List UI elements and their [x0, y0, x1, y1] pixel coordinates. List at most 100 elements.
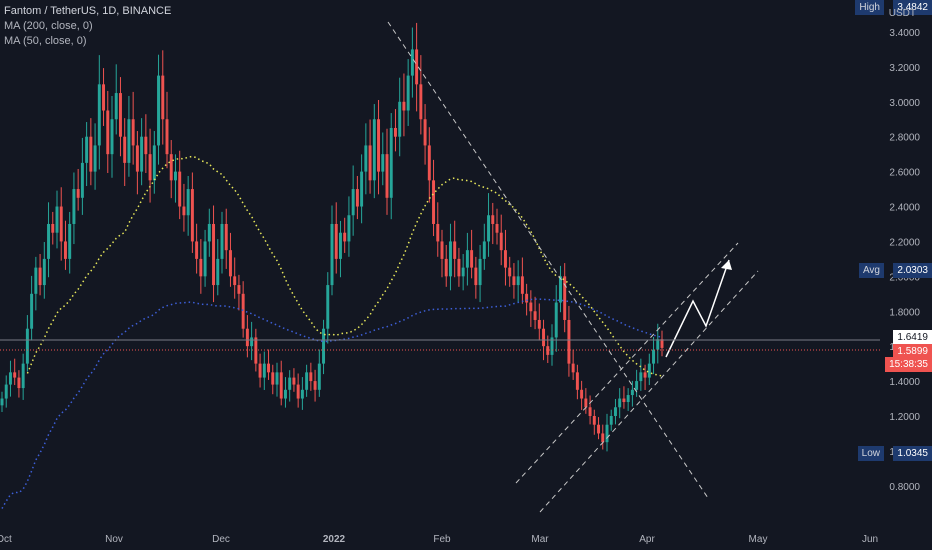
candle-body — [326, 285, 330, 329]
candle-body — [550, 337, 554, 355]
y-tick-label: 2.2000 — [889, 237, 920, 248]
descending-trendline — [387, 21, 709, 499]
candle-body — [427, 145, 431, 181]
candle-body — [474, 267, 478, 286]
x-tick-label: May — [749, 534, 768, 545]
x-tick-label: Apr — [639, 534, 655, 545]
candle-body — [436, 223, 440, 242]
candle-body — [89, 136, 93, 172]
candle-body — [613, 407, 617, 416]
candle-body — [25, 328, 29, 364]
ma200-legend[interactable]: MA (200, close, 0) — [4, 20, 93, 32]
candle-body — [448, 241, 452, 277]
y-tick-label: 3.2000 — [889, 63, 920, 74]
candle-body — [8, 372, 12, 385]
low-label-tag: Low — [857, 446, 884, 461]
candle-body — [351, 189, 355, 216]
candle-body — [533, 311, 537, 320]
candle-body — [42, 258, 46, 286]
candle-body — [85, 136, 89, 163]
candle-body — [444, 258, 448, 277]
candle-body — [102, 84, 106, 111]
candle-body — [580, 389, 584, 399]
candle-body — [21, 363, 25, 389]
candle-body — [546, 346, 550, 355]
ma50-legend[interactable]: MA (50, close, 0) — [4, 35, 87, 47]
x-tick-label: Jun — [862, 534, 878, 545]
candle-body — [495, 223, 499, 233]
candle-body — [355, 189, 359, 207]
currency-unit: USDT — [888, 8, 916, 19]
candle-body — [512, 276, 516, 286]
candle-body — [55, 206, 59, 233]
candle-body — [372, 119, 376, 181]
candle-body — [571, 363, 575, 373]
x-tick-label: Feb — [433, 534, 451, 545]
candle-body — [406, 75, 410, 111]
y-tick-label: 0.8000 — [889, 482, 920, 493]
candle-body — [330, 223, 334, 286]
candle-body — [516, 276, 520, 286]
candle-body — [17, 377, 21, 389]
avg-label-tag: Avg — [858, 263, 884, 278]
candle-body — [478, 258, 482, 286]
y-tick-label: 2.8000 — [889, 133, 920, 144]
current-price-tag: 1.5899 — [893, 344, 932, 359]
channel-lower-line — [539, 270, 759, 513]
high-value-tag: 3.4842 — [893, 0, 932, 15]
last-close-tag: 1.6419 — [893, 330, 932, 345]
candle-body — [157, 75, 161, 146]
candle-body — [279, 372, 283, 399]
candle-body — [97, 84, 101, 146]
candle-body — [622, 398, 626, 403]
candle-body — [525, 293, 529, 303]
trend-drawings[interactable] — [387, 21, 759, 513]
candle-body — [271, 372, 275, 385]
price-lines — [0, 339, 880, 351]
symbol-title[interactable]: Fantom / TetherUS, 1D, BINANCE — [4, 5, 172, 17]
candle-body — [567, 319, 571, 364]
candle-body — [216, 258, 220, 286]
candle-body — [72, 189, 76, 224]
candle-body — [63, 241, 67, 259]
projection-arrowhead — [721, 260, 732, 270]
candle-body — [309, 372, 313, 382]
candle-body — [601, 433, 605, 443]
candle-body — [630, 389, 634, 396]
candle-body — [487, 215, 491, 242]
candle-body — [30, 293, 34, 329]
candle-body — [647, 363, 651, 378]
x-tick-label: 2022 — [323, 534, 346, 545]
candle-body — [76, 189, 80, 198]
candle-body — [440, 241, 444, 259]
candle-body — [385, 154, 389, 198]
candle-body — [618, 398, 622, 408]
candle-body — [169, 154, 173, 181]
candle-body — [529, 302, 533, 312]
candle-body — [241, 293, 245, 329]
candle-body — [228, 250, 232, 277]
candle-body — [38, 267, 42, 286]
price-axis[interactable]: 0.80001.00001.20001.40001.60001.80002.00… — [889, 28, 920, 493]
candle-body — [499, 232, 503, 251]
candle-body — [173, 171, 177, 181]
candle-body — [482, 241, 486, 259]
candle-body — [283, 389, 287, 399]
time-axis[interactable]: Oct Nov Dec 2022 Feb Mar Apr May Jun — [0, 534, 878, 545]
candle-body — [258, 363, 262, 378]
candle-body — [503, 250, 507, 268]
candle-body — [575, 372, 579, 390]
candle-body — [626, 395, 630, 403]
candle-body — [393, 127, 397, 137]
candle-body — [237, 285, 241, 294]
candle-body — [207, 223, 211, 242]
candle-body — [470, 250, 474, 268]
candle-body — [605, 424, 609, 443]
candle-body — [322, 328, 326, 364]
candle-body — [186, 189, 190, 216]
candle-body — [643, 372, 647, 378]
countdown-tag: 15:38:35 — [885, 357, 932, 372]
candle-body — [152, 145, 156, 181]
candle-body — [537, 319, 541, 329]
